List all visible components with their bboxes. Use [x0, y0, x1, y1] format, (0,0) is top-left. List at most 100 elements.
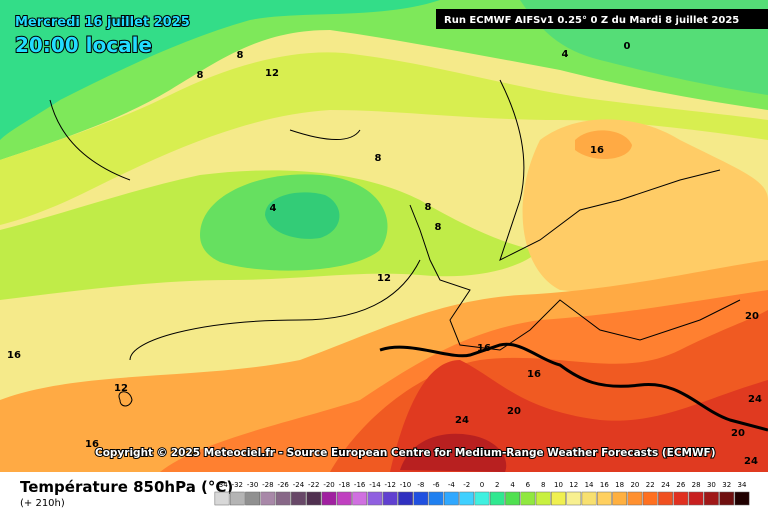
- legend-label: -14: [369, 481, 381, 489]
- legend-swatch: [413, 491, 429, 506]
- contour-label: 20: [731, 428, 745, 439]
- time: 20:00 locale: [15, 33, 152, 57]
- legend-label: 12: [569, 481, 578, 489]
- contour-label: 16: [7, 350, 21, 361]
- contour-label: 8: [425, 202, 432, 213]
- contour-label: 24: [744, 456, 758, 467]
- legend-label: 0: [480, 481, 484, 489]
- legend-label: -12: [385, 481, 396, 489]
- legend-swatch: [596, 491, 612, 506]
- legend-swatch: [291, 491, 306, 506]
- legend-label: -22: [308, 481, 319, 489]
- contour-label: 4: [270, 203, 277, 214]
- legend-label: 18: [615, 481, 624, 489]
- legend-label: 28: [692, 481, 701, 489]
- legend-label: -10: [400, 481, 411, 489]
- field: [575, 130, 632, 160]
- run-info: Run ECMWF AIFSv1 0.25° 0 Z du Mardi 8 ju…: [444, 15, 739, 26]
- legend-label: -4: [448, 481, 456, 489]
- legend-swatch: [535, 491, 551, 506]
- legend-swatch: [719, 491, 735, 506]
- field: [265, 192, 340, 239]
- contour-label: 8: [435, 222, 442, 233]
- legend-swatch: [382, 491, 398, 506]
- legend-swatch: [505, 491, 520, 506]
- legend-swatch: [612, 491, 628, 506]
- legend-label: 24: [661, 481, 670, 489]
- legend-label: -24: [293, 481, 305, 489]
- legend-swatch: [367, 491, 383, 506]
- legend-label: 20: [630, 481, 639, 489]
- legend-label: 26: [676, 481, 685, 489]
- legend-swatch: [688, 491, 704, 506]
- field: [0, 0, 440, 140]
- legend-swatch: [658, 491, 673, 506]
- legend-label: 14: [585, 481, 594, 489]
- legend-swatch: [321, 491, 337, 506]
- legend-swatch: [642, 491, 658, 506]
- legend-label: 34: [738, 481, 747, 489]
- contour-label: 16: [527, 369, 541, 380]
- legend-label: -28: [262, 481, 273, 489]
- legend-swatch: [428, 491, 444, 506]
- contour-label: 20: [745, 311, 759, 322]
- legend: -34 -32 -30 -28 -26 -24 -22 -20 -18 -16 -14 -12 -10-…: [214, 481, 750, 506]
- legend-swatch: [275, 491, 291, 506]
- legend-swatch: [444, 491, 459, 506]
- contour-label: 16: [477, 343, 491, 354]
- legend-label: -34: [216, 481, 228, 489]
- field: [0, 52, 768, 226]
- lead-time: (+ 210h): [20, 498, 65, 509]
- legend-label: 32: [722, 481, 731, 489]
- legend-label: -32: [232, 481, 243, 489]
- legend-swatch: [459, 491, 475, 506]
- legend-label: -18: [339, 481, 350, 489]
- legend-swatch: [260, 491, 276, 506]
- legend-label: -20: [323, 481, 334, 489]
- contour-label: 12: [114, 383, 128, 394]
- field: [400, 433, 507, 472]
- contour-label: 8: [375, 153, 382, 164]
- legend-label: 16: [600, 481, 609, 489]
- contour-label: 8: [197, 70, 204, 81]
- copyright: Copyright © 2025 Meteociel.fr - Source E…: [95, 447, 716, 459]
- legend-label: 30: [707, 481, 716, 489]
- footer-title: Température 850hPa (°C): [20, 478, 233, 496]
- contour-label: 20: [507, 406, 521, 417]
- legend-swatch: [489, 491, 505, 506]
- legend-label: 22: [646, 481, 655, 489]
- legend-label: -6: [433, 481, 441, 489]
- contour-label: 0: [624, 41, 631, 52]
- date: Mercredi 16 juillet 2025: [15, 15, 190, 30]
- coastlines: [49, 79, 741, 407]
- legend-swatch: [229, 491, 245, 506]
- contour-label: 8: [237, 50, 244, 61]
- contour-20: [379, 342, 768, 432]
- legend-label: 2: [495, 481, 499, 489]
- legend-label: 10: [554, 481, 563, 489]
- legend-label: -2: [463, 481, 470, 489]
- legend-label: -8: [417, 481, 424, 489]
- contour-label: 24: [455, 415, 469, 426]
- legend-swatch: [336, 491, 352, 506]
- legend-swatch: [673, 491, 689, 506]
- legend-label: -16: [354, 481, 366, 489]
- contour-label: 16: [590, 145, 604, 156]
- contour-label: 12: [377, 273, 391, 284]
- legend-swatch: [581, 491, 597, 506]
- legend-swatch: [214, 491, 230, 506]
- legend-swatch: [245, 491, 260, 506]
- legend-swatch: [627, 491, 643, 506]
- legend-swatch: [398, 491, 413, 506]
- field: [522, 119, 768, 301]
- contour-label: 4: [562, 49, 569, 60]
- legend-swatch: [520, 491, 536, 506]
- legend-label: -30: [247, 481, 258, 489]
- contour-label: 16: [85, 439, 99, 450]
- legend-label: -26: [277, 481, 289, 489]
- legend-swatch: [306, 491, 322, 506]
- legend-swatch: [474, 491, 490, 506]
